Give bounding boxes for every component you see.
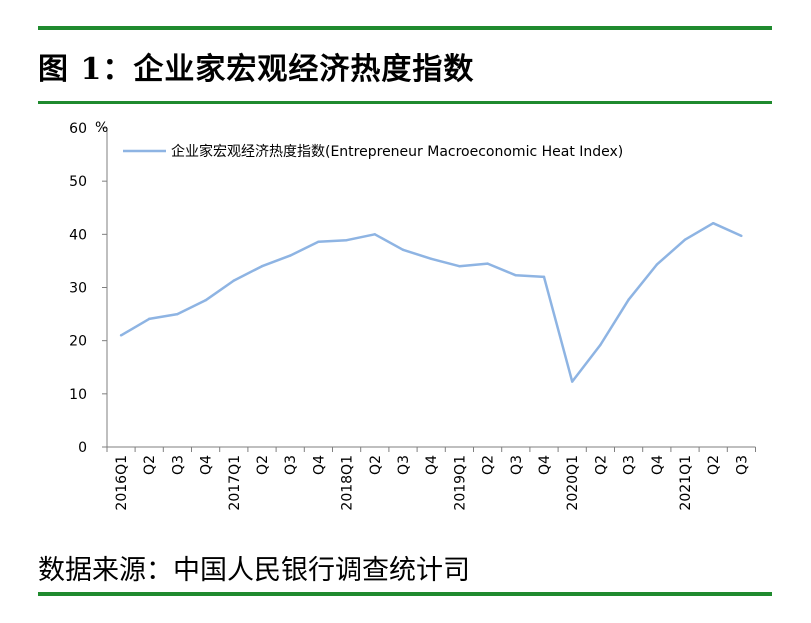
data-point — [486, 262, 489, 265]
data-point — [260, 265, 264, 268]
data-point — [119, 334, 123, 337]
data-point — [542, 275, 546, 279]
x-tick-label: Q4 — [311, 455, 327, 475]
y-axis: 0 10 20 30 40 50 60% — [69, 120, 108, 456]
x-tick-label: Q3 — [509, 455, 525, 475]
y-axis-unit: % — [95, 120, 108, 136]
x-tick-label: Q2 — [593, 455, 609, 475]
y-tick-label: 0 — [78, 440, 87, 456]
x-tick-label: Q4 — [424, 455, 440, 475]
x-tick-label: 2016Q1 — [114, 455, 130, 511]
data-point — [571, 380, 574, 383]
figure-title: 图 1：企业家宏观经济热度指数 — [38, 52, 475, 87]
data-point — [289, 254, 292, 257]
x-tick-label: Q4 — [199, 455, 215, 475]
y-tick-label: 20 — [69, 334, 87, 350]
data-point — [232, 279, 235, 282]
top-rule — [38, 26, 772, 30]
x-tick-label: 2017Q1 — [227, 455, 243, 511]
series-line — [120, 221, 742, 383]
legend: 企业家宏观经济热度指数(Entrepreneur Macroeconomic H… — [123, 143, 623, 160]
data-point — [683, 238, 687, 241]
x-tick-label: 2021Q1 — [678, 455, 694, 511]
data-point — [345, 238, 348, 242]
x-tick-label: Q3 — [396, 455, 412, 475]
data-point — [599, 343, 602, 347]
y-tick-label: 60 — [69, 121, 87, 137]
y-tick-label: 30 — [69, 281, 87, 297]
data-point — [430, 257, 433, 260]
data-point — [401, 248, 405, 251]
data-point — [514, 274, 517, 277]
x-tick-label: Q3 — [734, 455, 750, 475]
x-tick-label: Q2 — [368, 455, 384, 475]
data-point — [458, 265, 461, 268]
x-tick-label: 2018Q1 — [340, 455, 356, 511]
data-point — [740, 234, 743, 238]
x-tick-label: Q3 — [170, 455, 186, 475]
data-point — [204, 299, 207, 302]
x-tick-label: 2019Q1 — [452, 455, 468, 511]
x-tick-label: Q2 — [481, 455, 497, 475]
x-axis: 2016Q1 Q2 Q3 Q4 2017Q1 Q2 Q3 Q4 2018Q1 Q2 Q3 Q4 2019… — [106, 446, 756, 511]
title-rule — [38, 101, 772, 104]
data-point — [373, 233, 376, 236]
data-point — [627, 298, 630, 301]
x-tick-label: Q3 — [283, 455, 299, 475]
y-tick-label: 10 — [69, 387, 87, 403]
x-tick-label: Q2 — [255, 455, 271, 475]
series-layer — [119, 221, 743, 383]
data-point — [317, 240, 320, 243]
x-tick-label: Q2 — [706, 455, 722, 475]
x-tick-label: Q3 — [622, 455, 638, 475]
data-point — [148, 317, 151, 321]
data-source-note: 数据来源：中国人民银行调查统计司 — [38, 555, 470, 586]
y-tick-label: 50 — [69, 174, 87, 190]
x-tick-label: Q4 — [537, 455, 553, 475]
x-tick-label: Q2 — [142, 455, 158, 475]
bottom-rule — [38, 592, 772, 596]
data-point — [655, 263, 658, 266]
legend-label: 企业家宏观经济热度指数(Entrepreneur Macroeconomic H… — [171, 143, 623, 160]
x-tick-label: 2020Q1 — [565, 455, 581, 511]
x-tick-label: Q4 — [650, 455, 666, 475]
y-tick-label: 40 — [69, 227, 87, 243]
data-point — [176, 312, 179, 316]
data-point — [712, 221, 715, 225]
